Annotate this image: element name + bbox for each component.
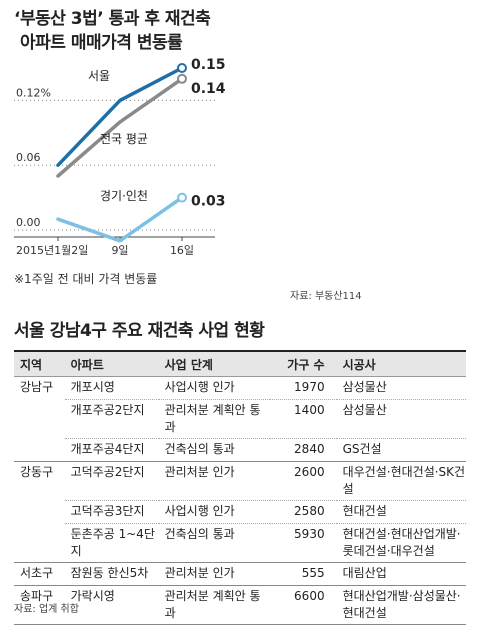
header-builder: 시공사 bbox=[336, 350, 466, 377]
table-cell-units: 1400 bbox=[269, 399, 337, 439]
table-cell-region bbox=[14, 400, 65, 439]
series-end-marker bbox=[177, 63, 187, 73]
series-name-label: 경기·인천 bbox=[100, 188, 148, 203]
chart-title-line1: ‘부동산 3법’ 통과 후 재건축 bbox=[14, 9, 211, 29]
chart-footnote: ※1주일 전 대비 가격 변동률 bbox=[14, 272, 158, 286]
header-apartment: 아파트 bbox=[64, 350, 159, 377]
y-tick-label: 0.00 bbox=[16, 216, 41, 229]
series-line bbox=[56, 77, 184, 178]
series-end-marker bbox=[177, 73, 187, 84]
header-region: 지역 bbox=[14, 350, 65, 377]
table-cell-builder: 현대건설·현대산업개발·롯데건설·대우건설 bbox=[336, 523, 466, 563]
table-cell-units: 5930 bbox=[269, 523, 337, 563]
table-cell-apartment: 개포주공2단지 bbox=[64, 399, 159, 439]
table-cell-region bbox=[14, 524, 65, 563]
x-tick-label: 9일 bbox=[111, 243, 128, 257]
table-cell-region: 송파구 bbox=[14, 585, 65, 625]
data-label: 0.14 bbox=[191, 81, 226, 97]
table-cell-builder: 대우건설·현대건설·SK건설 bbox=[336, 461, 466, 501]
header-stage: 사업 단계 bbox=[158, 350, 270, 377]
table-row: 고덕주공3단지 사업시행 인가 2580 현대건설 bbox=[14, 500, 466, 524]
line-chart: 0.12% 0.06 0.00 2015년1월2일 9일 16일 0.15 서울 0.14 전국 … bbox=[14, 57, 226, 257]
data-label: 0.03 bbox=[191, 194, 226, 210]
table-cell-stage: 사업시행 인가 bbox=[158, 500, 270, 524]
table-row: 개포주공2단지 관리처분 계획안 통과 1400 삼성물산 bbox=[14, 399, 466, 439]
table-row: 강남구 개포시영 사업시행 인가 1970 삼성물산 bbox=[14, 376, 466, 400]
table-cell-region bbox=[14, 501, 65, 524]
chart-title-line2: 아파트 매매가격 변동률 bbox=[20, 33, 183, 53]
table-cell-region: 강동구 bbox=[14, 461, 65, 501]
series-end-marker bbox=[177, 192, 187, 203]
header-units: 가구 수 bbox=[269, 350, 337, 377]
table-cell-stage: 관리처분 인가 bbox=[158, 562, 270, 586]
table-cell-units: 2580 bbox=[269, 500, 337, 524]
table-title: 서울 강남4구 주요 재건축 사업 현황 bbox=[14, 321, 265, 341]
series-line bbox=[56, 195, 184, 243]
table-cell-region: 강남구 bbox=[14, 376, 65, 400]
x-tick-label: 2015년1월2일 bbox=[16, 243, 88, 257]
table-cell-apartment: 고덕주공2단지 bbox=[64, 461, 159, 501]
table-cell-region: 서초구 bbox=[14, 562, 65, 586]
table-cell-builder: 삼성물산 bbox=[336, 376, 466, 400]
series-name-label: 서울 bbox=[88, 69, 110, 83]
reconstruction-table: 지역 아파트 사업 단계 가구 수 시공사 강남구 개포시영 사업시행 인가 1970… bbox=[14, 350, 466, 625]
table-cell-apartment: 고덕주공3단지 bbox=[64, 500, 159, 524]
table-cell-units: 555 bbox=[269, 562, 337, 586]
table-cell-stage: 관리처분 인가 bbox=[158, 461, 270, 501]
x-tick-label: 16일 bbox=[170, 243, 194, 257]
table-cell-units: 2840 bbox=[269, 438, 337, 462]
table-row: 강동구 고덕주공2단지 관리처분 인가 2600 대우건설·현대건설·SK건설 bbox=[14, 461, 466, 501]
chart-source: 자료: 부동산114 bbox=[290, 291, 362, 302]
table-row: 둔촌주공 1~4단지 건축심의 통과 5930 현대건설·현대산업개발·롯데건설·대우… bbox=[14, 523, 466, 563]
table-cell-units: 2600 bbox=[269, 461, 337, 501]
table-cell-apartment: 개포주공4단지 bbox=[64, 438, 159, 462]
table-cell-stage: 관리처분 계획안 통과 bbox=[158, 399, 270, 439]
table-cell-stage: 사업시행 인가 bbox=[158, 376, 270, 400]
table-cell-stage: 건축심의 통과 bbox=[158, 438, 270, 462]
table-row: 서초구 잠원동 한신5차 관리처분 인가 555 대림산업 bbox=[14, 562, 466, 586]
table-cell-builder: GS건설 bbox=[336, 438, 466, 462]
series-name-label: 전국 평균 bbox=[100, 132, 148, 146]
table-row: 송파구 가락시영 관리처분 계획안 통과 6600 현대산업개발·삼성물산·현대건설 bbox=[14, 585, 466, 625]
table-cell-apartment: 둔촌주공 1~4단지 bbox=[64, 523, 159, 563]
table-cell-units: 6600 bbox=[269, 585, 337, 625]
table-cell-region bbox=[14, 439, 65, 462]
table-cell-units: 1970 bbox=[269, 376, 337, 400]
table-row: 개포주공4단지 건축심의 통과 2840 GS건설 bbox=[14, 438, 466, 462]
table-cell-builder: 대림산업 bbox=[336, 562, 466, 586]
table-cell-stage: 건축심의 통과 bbox=[158, 523, 270, 563]
table-cell-stage: 관리처분 계획안 통과 bbox=[158, 585, 270, 625]
y-tick-label: 0.12% bbox=[16, 86, 51, 99]
table-cell-builder: 현대산업개발·삼성물산·현대건설 bbox=[336, 585, 466, 625]
y-tick-label: 0.06 bbox=[16, 151, 41, 164]
table-cell-apartment: 잠원동 한신5차 bbox=[64, 562, 159, 586]
table-header-row: 지역 아파트 사업 단계 가구 수 시공사 bbox=[14, 350, 466, 377]
table-cell-builder: 삼성물산 bbox=[336, 399, 466, 439]
table-cell-builder: 현대건설 bbox=[336, 500, 466, 524]
table-cell-apartment: 가락시영 bbox=[64, 585, 159, 625]
table-source: 자료: 업계 취합 bbox=[14, 604, 79, 615]
table-cell-apartment: 개포시영 bbox=[64, 376, 159, 400]
data-label: 0.15 bbox=[191, 57, 226, 73]
series-line bbox=[56, 66, 184, 167]
